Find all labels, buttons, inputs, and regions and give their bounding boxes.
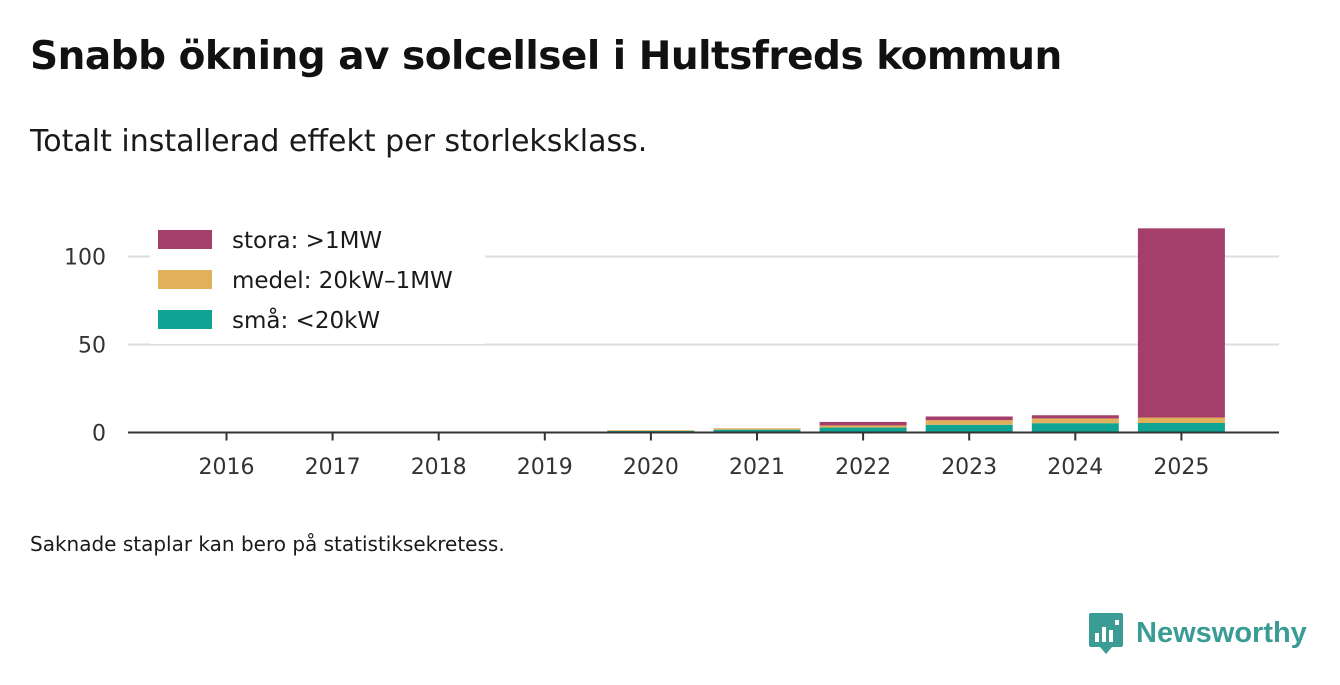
x-tick-label: 2022 [835, 455, 891, 480]
bar-2024-sma [1031, 423, 1119, 433]
brand-name: Newsworthy [1136, 616, 1307, 649]
x-tick-label: 2017 [305, 455, 361, 480]
bar-2021-medel [713, 428, 801, 430]
bar-2023-medel [925, 420, 1013, 425]
bar-2023-sma [925, 424, 1013, 433]
chart-title: Snabb ökning av solcellsel i Hultsfreds … [30, 34, 1062, 79]
legend-swatch [158, 230, 212, 249]
x-tick-label: 2018 [411, 455, 467, 480]
y-tick-label: 100 [64, 246, 106, 271]
bar-2025-medel [1137, 417, 1225, 423]
x-tick-label: 2023 [941, 455, 997, 480]
x-tick-label: 2016 [199, 455, 255, 480]
legend-label: stora: >1MW [232, 228, 382, 254]
x-tick-label: 2019 [517, 455, 573, 480]
newsworthy-logo-icon [1089, 613, 1123, 654]
legend-label: små: <20kW [232, 306, 380, 334]
bar-2025-stora [1137, 228, 1225, 418]
x-tick-label: 2020 [623, 455, 679, 480]
legend-swatch [158, 270, 212, 289]
footnote: Saknade staplar kan bero på statistiksek… [30, 532, 505, 556]
bar-2023-stora [925, 416, 1013, 421]
bar-2024-stora [1031, 415, 1119, 419]
y-axis: 0 50 100 [64, 246, 106, 447]
bars [183, 228, 1225, 434]
bar-2022-sma [819, 427, 907, 433]
bar-2020-medel [607, 430, 695, 432]
legend: stora: >1MW medel: 20kW–1MW små: <20kW [150, 220, 485, 344]
bar-2024-medel [1031, 418, 1119, 424]
legend-swatch [158, 310, 212, 329]
bar-2025-sma [1137, 422, 1225, 433]
x-tick-label: 2024 [1047, 455, 1103, 480]
brand-logo[interactable]: Newsworthy [1088, 611, 1307, 655]
x-tick-label: 2021 [729, 455, 785, 480]
bar-2022-medel [819, 425, 907, 428]
y-tick-label: 0 [92, 422, 106, 447]
chart-subtitle: Totalt installerad effekt per storlekskl… [30, 124, 648, 159]
bar-2021-sma [713, 429, 801, 433]
x-tick-label: 2025 [1153, 455, 1209, 480]
y-tick-label: 50 [78, 334, 106, 359]
bar-2022-stora [819, 421, 907, 426]
legend-label: medel: 20kW–1MW [232, 268, 453, 294]
x-axis: 2016 2017 2018 2019 2020 2021 2022 2023 2024 2025 [199, 432, 1209, 480]
